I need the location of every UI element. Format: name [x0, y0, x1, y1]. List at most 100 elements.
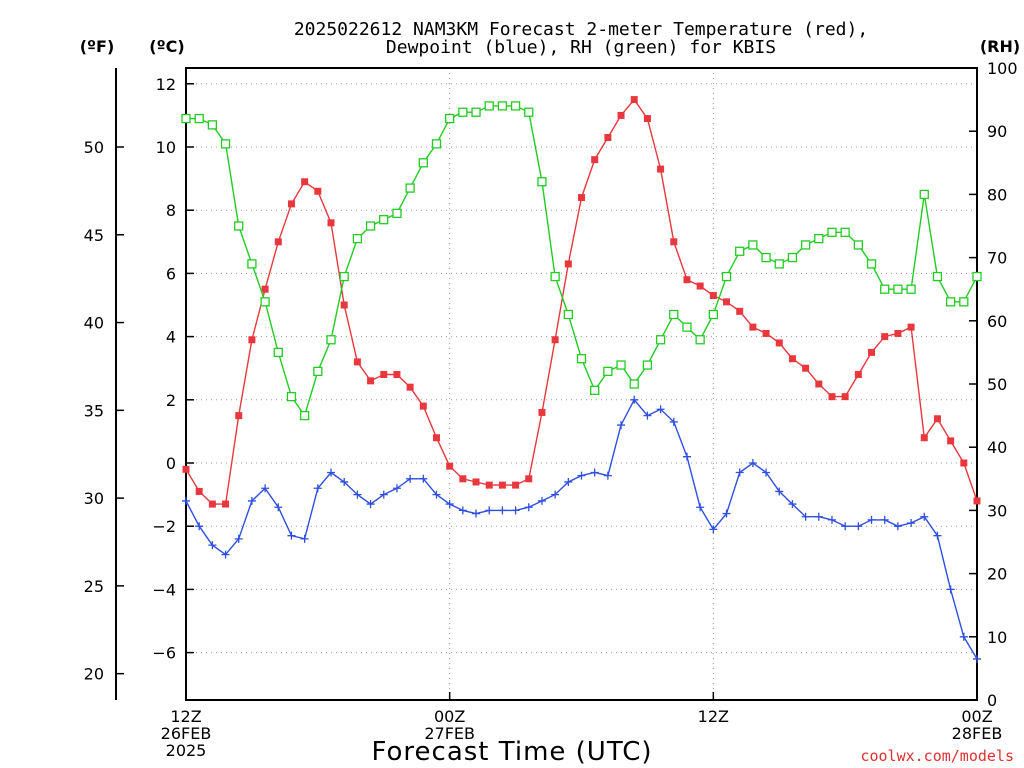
celsius-tick-label: −6: [152, 644, 176, 663]
dewpoint-point: [630, 395, 639, 404]
rh-point: [735, 246, 745, 256]
rh-point: [972, 271, 982, 282]
dewpoint-point: [287, 531, 296, 540]
dewpoint-point: [959, 632, 968, 641]
dewpoint-point: [511, 506, 520, 515]
celsius-tick-label: −4: [152, 580, 176, 599]
dewpoint-point: [327, 468, 336, 477]
temperature-point: [287, 200, 295, 208]
dewpoint-point: [617, 421, 626, 430]
axes: −6−4−20246810122025303540455001020304050…: [84, 59, 1018, 760]
dewpoint-point: [841, 522, 850, 531]
temperature-point: [353, 358, 361, 366]
temperature-point: [854, 371, 862, 379]
rh-point: [497, 101, 508, 111]
rh-point: [721, 271, 732, 282]
rh-unit-label: (RH): [980, 37, 1020, 56]
rh-tick-label: 60: [987, 312, 1007, 331]
rh-point: [919, 189, 929, 200]
temperature-point: [314, 187, 322, 195]
rh-point: [207, 120, 218, 130]
rh-point: [524, 107, 534, 117]
dewpoint-point: [300, 534, 309, 543]
dewpoint-point: [696, 503, 705, 512]
dewpoint-point: [577, 471, 586, 480]
rh-point: [932, 271, 943, 282]
rh-tick-label: 80: [987, 185, 1007, 204]
temperature-point: [367, 377, 375, 385]
x-tick-label: 12Z: [698, 707, 729, 726]
celsius-tick-label: 6: [166, 264, 176, 283]
temperature-point: [578, 194, 585, 202]
rh-point: [220, 139, 231, 149]
dewpoint-point: [261, 484, 270, 493]
rh-point: [181, 113, 191, 124]
rh-point: [431, 139, 442, 149]
temperature-point: [841, 393, 849, 401]
celsius-tick-label: −2: [152, 517, 176, 536]
dewpoint-point: [313, 484, 322, 493]
series-dewpoint: [182, 395, 981, 663]
temperature-point: [881, 333, 889, 341]
temperature-point: [828, 393, 836, 401]
temperature-point: [327, 219, 335, 227]
rh-point: [827, 227, 837, 237]
temperature-point: [683, 276, 691, 284]
x-axis-label: Forecast Time (UTC): [371, 737, 652, 767]
temperature-point: [709, 292, 717, 300]
rh-tick-label: 20: [987, 565, 1007, 584]
fahrenheit-tick-label: 25: [84, 577, 104, 596]
rh-tick-label: 30: [987, 501, 1007, 520]
temperature-point: [208, 500, 216, 508]
dewpoint-point: [775, 487, 784, 496]
rh-point: [590, 385, 600, 395]
rh-point: [299, 410, 310, 421]
dewpoint-point: [564, 477, 573, 486]
rh-point: [484, 101, 494, 111]
rh-point: [748, 240, 758, 250]
dewpoint-point: [907, 519, 916, 528]
temperature-point: [235, 412, 243, 420]
temperature-point: [868, 348, 876, 356]
dewpoint-point: [485, 506, 494, 515]
temperature-point: [973, 497, 981, 505]
dewpoint-point: [340, 477, 349, 486]
rh-point: [286, 391, 297, 402]
temperature-point: [762, 329, 770, 337]
rh-point: [695, 335, 705, 345]
dewpoint-point: [234, 534, 243, 543]
fahrenheit-tick-label: 35: [84, 401, 104, 420]
rh-point: [194, 113, 204, 124]
dewpoint-point: [682, 452, 691, 461]
rh-tick-label: 70: [987, 249, 1007, 268]
dewpoint-point: [524, 503, 533, 512]
series-temperature: [182, 96, 981, 508]
rh-point: [365, 221, 376, 231]
temperature-point: [894, 329, 902, 337]
temperature-point: [630, 96, 638, 104]
celsius-tick-label: 12: [156, 75, 176, 94]
grid-lines: [186, 68, 977, 700]
temperature-point: [802, 364, 810, 372]
rh-point: [603, 366, 613, 377]
fahrenheit-tick-label: 30: [84, 489, 104, 508]
dewpoint-point: [880, 515, 889, 524]
rh-line: [186, 105, 978, 418]
rh-point: [260, 297, 270, 307]
fahrenheit-tick-label: 20: [84, 665, 104, 684]
fahrenheit-unit-label: (ºF): [80, 37, 115, 56]
rh-point: [339, 271, 349, 282]
temperature-point: [564, 260, 572, 268]
temperature-point: [274, 238, 282, 246]
rh-tick-label: 50: [987, 375, 1007, 394]
temperature-point: [261, 285, 269, 293]
rh-point: [866, 259, 877, 269]
dewpoint-point: [432, 490, 441, 499]
dewpoint-point: [735, 468, 744, 477]
dewpoint-point: [406, 474, 415, 483]
temperature-point: [749, 323, 757, 331]
dewpoint-point: [893, 522, 902, 531]
dewpoint-point: [419, 474, 428, 483]
x-tick-label: 27FEB: [424, 724, 475, 743]
temperature-point: [788, 355, 796, 363]
